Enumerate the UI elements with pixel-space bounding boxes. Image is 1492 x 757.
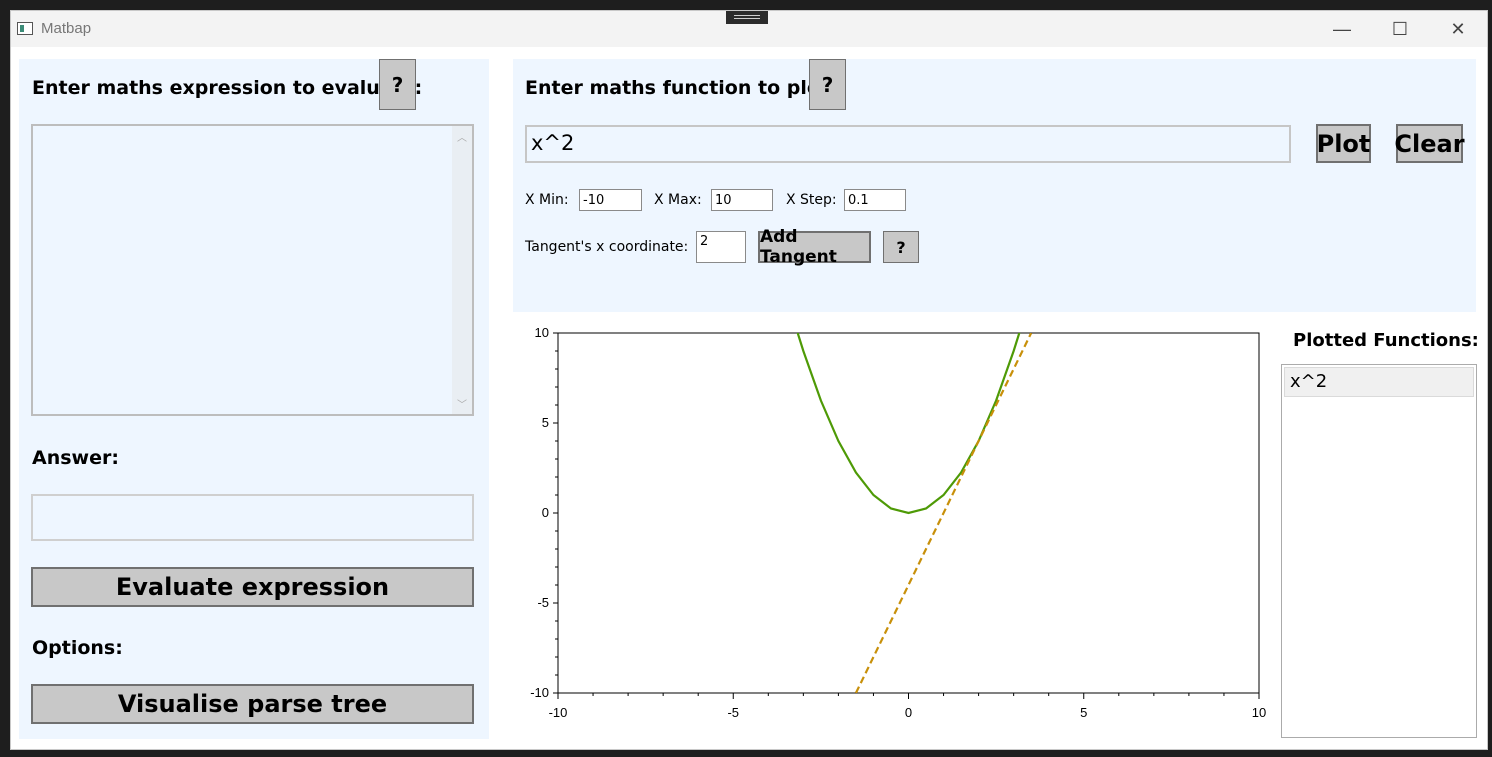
app-icon	[17, 22, 33, 35]
series-line-1	[854, 333, 1033, 693]
x-tick-label: 10	[1252, 705, 1266, 720]
x-tick-label: -10	[549, 705, 568, 720]
expression-heading: Enter maths expression to evaluate:	[32, 77, 423, 99]
x-tick-label: 0	[905, 705, 912, 720]
y-tick-label: 5	[542, 415, 549, 430]
plot-heading: Enter maths function to plot:	[525, 77, 837, 99]
x-tick-label: -5	[727, 705, 739, 720]
answer-field[interactable]	[31, 494, 474, 541]
expression-scrollbar[interactable]: ︿ ﹀	[452, 126, 472, 414]
title-bar[interactable]: Matbap — ☐ ✕	[11, 11, 1487, 47]
app-window: Matbap — ☐ ✕ Enter maths expression to e…	[10, 10, 1488, 750]
scroll-up-icon[interactable]: ︿	[457, 133, 467, 144]
answer-label: Answer:	[32, 447, 119, 469]
plot-button[interactable]: Plot	[1316, 124, 1371, 163]
minimize-button[interactable]: —	[1333, 18, 1351, 39]
series-line-0	[796, 333, 1021, 515]
add-tangent-button[interactable]: Add Tangent	[758, 227, 871, 267]
plot-help-button[interactable]: ?	[809, 59, 846, 110]
tangent-help-button[interactable]: ?	[883, 231, 919, 263]
close-button[interactable]: ✕	[1450, 18, 1466, 39]
y-tick-label: 10	[535, 325, 549, 340]
tangent-input[interactable]: 2	[696, 231, 746, 263]
maximize-button[interactable]: ☐	[1391, 18, 1409, 39]
plotted-functions-list[interactable]: x^2	[1281, 364, 1477, 738]
y-tick-label: -10	[530, 685, 549, 700]
expression-panel: Enter maths expression to evaluate: ? ︿ …	[19, 59, 489, 739]
expression-input[interactable]: ︿ ﹀	[31, 124, 474, 416]
snap-grip-handle[interactable]	[726, 11, 768, 24]
xmax-input[interactable]: 10	[711, 189, 773, 211]
y-tick-label: -5	[537, 595, 549, 610]
scroll-down-icon[interactable]: ﹀	[457, 400, 467, 411]
window-title: Matbap	[41, 20, 92, 37]
function-plot[interactable]: 10 5 0 -5 -10 -10 -5 0 5 10	[513, 313, 1283, 741]
visualise-parse-tree-button[interactable]: Visualise parse tree	[31, 684, 474, 724]
plotted-functions-title: Plotted Functions:	[1293, 330, 1479, 351]
xstep-input[interactable]: 0.1	[844, 189, 906, 211]
xmin-label: X Min:	[525, 192, 569, 208]
xmin-input[interactable]: -10	[579, 189, 642, 211]
y-tick-label: 0	[542, 505, 549, 520]
plot-svg: 10 5 0 -5 -10 -10 -5 0 5 10	[530, 325, 1266, 720]
function-input[interactable]: x^2	[525, 125, 1291, 163]
options-label: Options:	[32, 637, 123, 659]
evaluate-button[interactable]: Evaluate expression	[31, 567, 474, 607]
xstep-label: X Step:	[786, 192, 837, 208]
plot-input-panel: Enter maths function to plot: ? x^2 Plot…	[513, 59, 1476, 312]
xmax-label: X Max:	[654, 192, 702, 208]
expression-help-button[interactable]: ?	[379, 59, 416, 110]
clear-button[interactable]: Clear	[1394, 124, 1465, 163]
list-item[interactable]: x^2	[1284, 367, 1474, 397]
tangent-label: Tangent's x coordinate:	[525, 239, 689, 255]
x-tick-label: 5	[1080, 705, 1087, 720]
